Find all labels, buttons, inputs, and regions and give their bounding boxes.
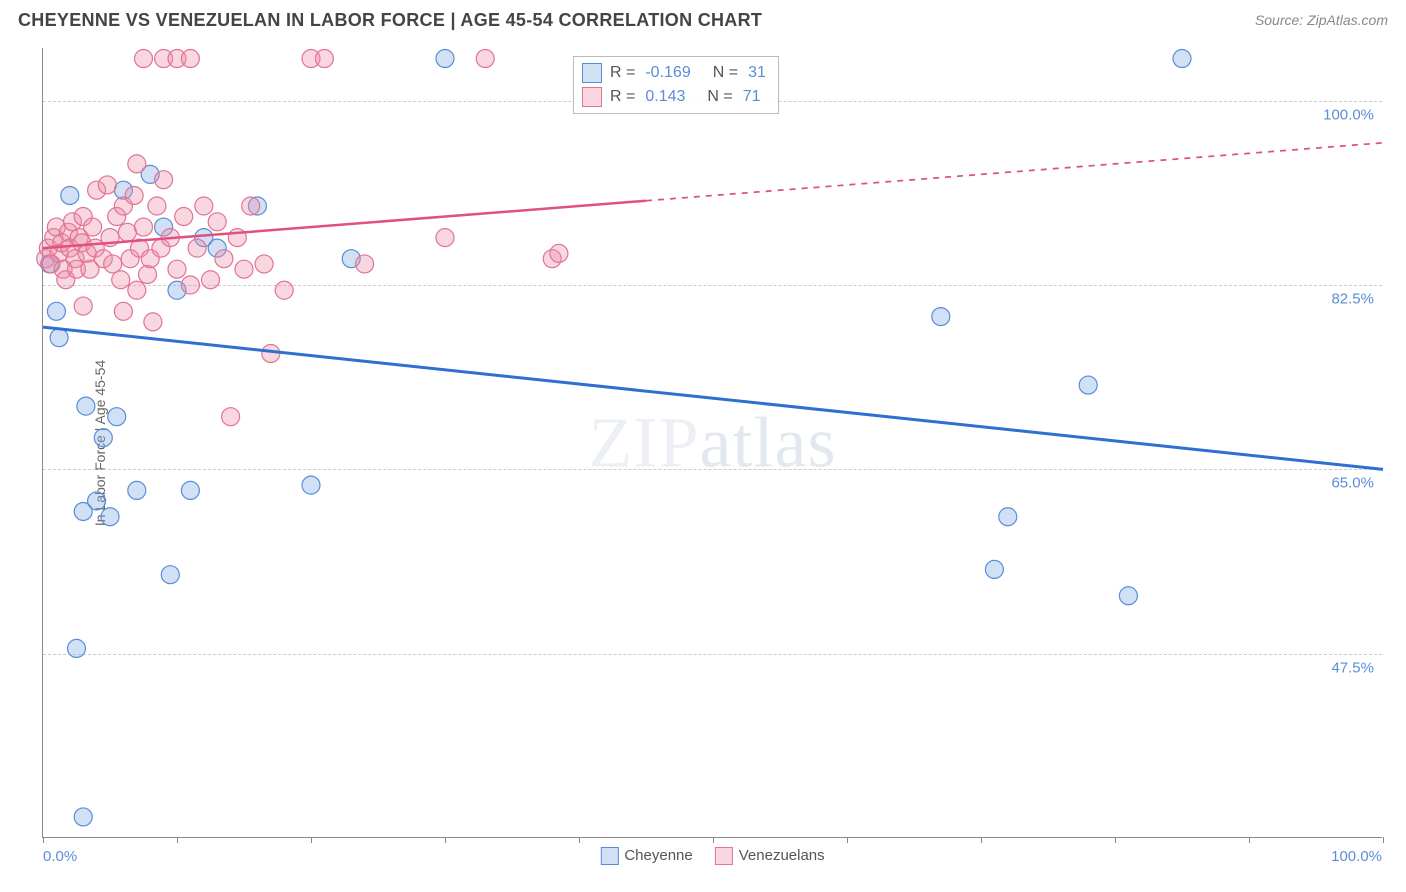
data-point <box>135 50 153 68</box>
data-point <box>77 397 95 415</box>
data-point <box>255 255 273 273</box>
data-point <box>195 197 213 215</box>
data-point <box>114 302 132 320</box>
data-point <box>88 492 106 510</box>
data-point <box>68 639 86 657</box>
data-point <box>315 50 333 68</box>
legend-r-label: R = <box>610 61 635 85</box>
data-point <box>181 276 199 294</box>
legend-swatch <box>715 847 733 865</box>
data-point <box>202 271 220 289</box>
data-point <box>118 223 136 241</box>
data-point <box>139 265 157 283</box>
data-point <box>148 197 166 215</box>
legend-r-value: 0.143 <box>643 85 685 109</box>
chart-title: CHEYENNE VS VENEZUELAN IN LABOR FORCE | … <box>18 10 762 31</box>
data-point <box>436 50 454 68</box>
x-axis-tick <box>445 837 446 843</box>
x-axis-tick <box>177 837 178 843</box>
data-point <box>84 218 102 236</box>
data-point <box>181 50 199 68</box>
scatter-plot <box>43 48 1382 837</box>
series-legend: Cheyenne Venezuelans <box>600 847 824 865</box>
data-point <box>128 155 146 173</box>
data-point <box>275 281 293 299</box>
data-point <box>1173 50 1191 68</box>
trend-line <box>43 327 1383 469</box>
legend-item: Venezuelans <box>715 847 825 865</box>
data-point <box>112 271 130 289</box>
source-attribution: Source: ZipAtlas.com <box>1255 10 1388 28</box>
data-point <box>208 213 226 231</box>
data-point <box>302 476 320 494</box>
x-axis-max-label: 100.0% <box>1331 848 1382 865</box>
data-point <box>1119 587 1137 605</box>
legend-swatch <box>600 847 618 865</box>
data-point <box>476 50 494 68</box>
data-point <box>128 281 146 299</box>
x-axis-tick <box>847 837 848 843</box>
legend-row: R = -0.169 N = 31 <box>582 61 766 85</box>
data-point <box>985 560 1003 578</box>
data-point <box>47 302 65 320</box>
data-point <box>108 408 126 426</box>
data-point <box>168 260 186 278</box>
data-point <box>999 508 1017 526</box>
x-axis-tick <box>1115 837 1116 843</box>
legend-r-label: R = <box>610 85 635 109</box>
data-point <box>61 186 79 204</box>
x-axis-tick <box>43 837 44 843</box>
data-point <box>1079 376 1097 394</box>
data-point <box>235 260 253 278</box>
data-point <box>188 239 206 257</box>
x-axis-tick <box>311 837 312 843</box>
correlation-legend: R = -0.169N = 31R = 0.143N = 71 <box>573 56 779 114</box>
x-axis-tick <box>713 837 714 843</box>
data-point <box>98 176 116 194</box>
chart-plot-area: In Labor Force | Age 45-54 ZIPatlas 47.5… <box>42 48 1382 838</box>
legend-n-label: N = <box>699 61 738 85</box>
data-point <box>74 297 92 315</box>
data-point <box>135 218 153 236</box>
data-point <box>932 308 950 326</box>
legend-n-value: 71 <box>741 85 761 109</box>
x-axis-tick <box>981 837 982 843</box>
data-point <box>94 429 112 447</box>
data-point <box>242 197 260 215</box>
data-point <box>104 255 122 273</box>
trend-line-extrapolated <box>646 143 1383 201</box>
data-point <box>181 481 199 499</box>
legend-n-label: N = <box>693 85 732 109</box>
x-axis-tick <box>1249 837 1250 843</box>
data-point <box>222 408 240 426</box>
legend-swatch <box>582 87 602 107</box>
x-axis-min-label: 0.0% <box>43 848 77 865</box>
data-point <box>550 244 568 262</box>
legend-row: R = 0.143 N = 71 <box>582 85 766 109</box>
legend-r-value: -0.169 <box>643 61 690 85</box>
x-axis-tick <box>579 837 580 843</box>
data-point <box>436 229 454 247</box>
data-point <box>175 208 193 226</box>
trend-line <box>43 201 646 248</box>
data-point <box>128 481 146 499</box>
legend-swatch <box>582 63 602 83</box>
data-point <box>101 508 119 526</box>
x-axis-tick <box>1383 837 1384 843</box>
data-point <box>356 255 374 273</box>
data-point <box>215 250 233 268</box>
legend-item: Cheyenne <box>600 847 692 865</box>
data-point <box>50 329 68 347</box>
data-point <box>161 566 179 584</box>
data-point <box>125 186 143 204</box>
data-point <box>144 313 162 331</box>
data-point <box>74 808 92 826</box>
data-point <box>155 171 173 189</box>
legend-n-value: 31 <box>746 61 766 85</box>
